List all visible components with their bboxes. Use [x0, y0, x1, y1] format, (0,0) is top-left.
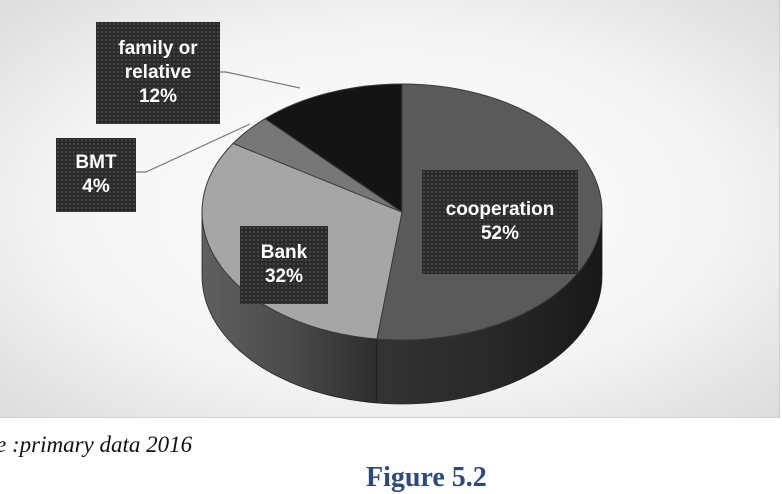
data-label-bmt: BMT 4% [56, 138, 136, 212]
slice-family-or-relative [264, 83, 403, 213]
slice-bank-side-shading [202, 212, 377, 403]
leader-line-bmt [136, 123, 251, 173]
chart-area: cooperation 52% Bank 32% BMT 4% family o… [0, 0, 780, 418]
data-label-bank: Bank 32% [240, 226, 328, 304]
source-note: e :primary data 2016 [0, 432, 193, 457]
pie-chart [136, 71, 603, 405]
leader-lines [136, 71, 301, 173]
figure-caption: Figure 5.2 [366, 462, 487, 493]
data-label-family-or-relative: family or relative 12% [96, 22, 220, 124]
slice-cooperation-side-shading [376, 212, 602, 404]
data-label-cooperation: cooperation 52% [422, 170, 578, 274]
leader-line-family [220, 71, 301, 89]
